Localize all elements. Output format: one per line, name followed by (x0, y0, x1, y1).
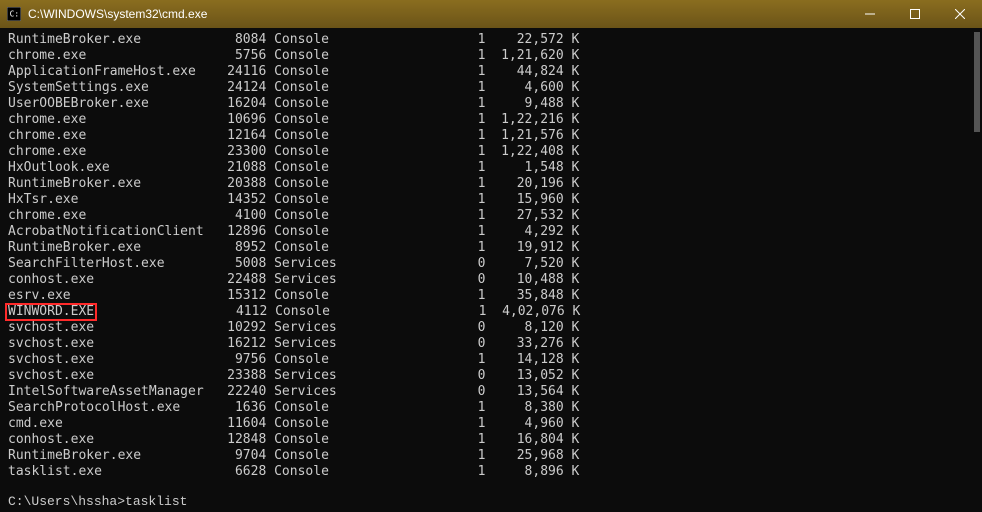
process-row: RuntimeBroker.exe 20388 Console 1 20,196… (8, 176, 974, 192)
process-row: RuntimeBroker.exe 8952 Console 1 19,912 … (8, 240, 974, 256)
process-row: svchost.exe 16212 Services 0 33,276 K (8, 336, 974, 352)
process-row: SystemSettings.exe 24124 Console 1 4,600… (8, 80, 974, 96)
process-row: ApplicationFrameHost.exe 24116 Console 1… (8, 64, 974, 80)
process-row: chrome.exe 10696 Console 1 1,22,216 K (8, 112, 974, 128)
process-row: conhost.exe 12848 Console 1 16,804 K (8, 432, 974, 448)
process-row: chrome.exe 5756 Console 1 1,21,620 K (8, 48, 974, 64)
process-row: chrome.exe 4100 Console 1 27,532 K (8, 208, 974, 224)
process-row: AcrobatNotificationClient 12896 Console … (8, 224, 974, 240)
process-row: RuntimeBroker.exe 8084 Console 1 22,572 … (8, 32, 974, 48)
prompt-line: C:\Users\hssha>tasklist (8, 494, 974, 510)
process-row: SearchFilterHost.exe 5008 Services 0 7,5… (8, 256, 974, 272)
process-row: SearchProtocolHost.exe 1636 Console 1 8,… (8, 400, 974, 416)
window-controls (847, 0, 982, 28)
process-row: HxTsr.exe 14352 Console 1 15,960 K (8, 192, 974, 208)
process-row: UserOOBEBroker.exe 16204 Console 1 9,488… (8, 96, 974, 112)
process-row: IntelSoftwareAssetManager 22240 Services… (8, 384, 974, 400)
process-row: cmd.exe 11604 Console 1 4,960 K (8, 416, 974, 432)
process-row: svchost.exe 10292 Services 0 8,120 K (8, 320, 974, 336)
process-row: chrome.exe 12164 Console 1 1,21,576 K (8, 128, 974, 144)
svg-text:C:: C: (10, 10, 19, 19)
minimize-button[interactable] (847, 0, 892, 28)
maximize-button[interactable] (892, 0, 937, 28)
titlebar[interactable]: C: C:\WINDOWS\system32\cmd.exe (0, 0, 982, 28)
process-row: conhost.exe 22488 Services 0 10,488 K (8, 272, 974, 288)
process-row: tasklist.exe 6628 Console 1 8,896 K (8, 464, 974, 480)
window-title: C:\WINDOWS\system32\cmd.exe (28, 7, 847, 21)
process-row: chrome.exe 23300 Console 1 1,22,408 K (8, 144, 974, 160)
close-button[interactable] (937, 0, 982, 28)
highlighted-process: WINWORD.EXE (5, 303, 97, 321)
scrollbar-thumb[interactable] (974, 32, 980, 132)
process-row: WINWORD.EXE 4112 Console 1 4,02,076 K (8, 304, 974, 320)
process-row: HxOutlook.exe 21088 Console 1 1,548 K (8, 160, 974, 176)
process-row: esrv.exe 15312 Console 1 35,848 K (8, 288, 974, 304)
cmd-window: C: C:\WINDOWS\system32\cmd.exe RuntimeBr… (0, 0, 982, 512)
process-row: svchost.exe 9756 Console 1 14,128 K (8, 352, 974, 368)
process-row: RuntimeBroker.exe 9704 Console 1 25,968 … (8, 448, 974, 464)
process-row: svchost.exe 23388 Services 0 13,052 K (8, 368, 974, 384)
cmd-icon: C: (6, 6, 22, 22)
terminal-output[interactable]: RuntimeBroker.exe 8084 Console 1 22,572 … (0, 28, 982, 512)
